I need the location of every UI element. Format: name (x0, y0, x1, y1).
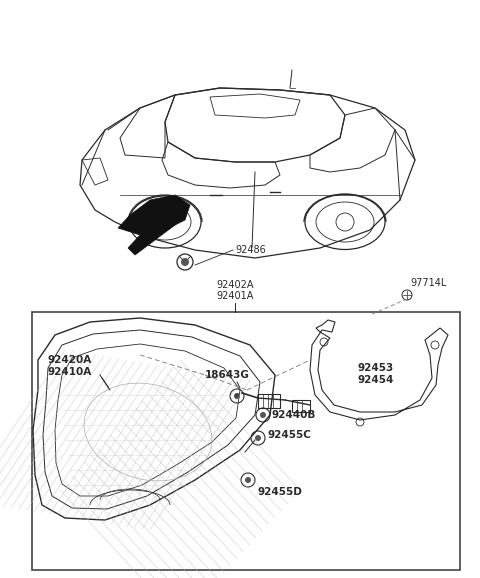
Text: 92402A: 92402A (216, 280, 254, 290)
Text: 92440B: 92440B (272, 410, 316, 420)
Bar (258, 394, 280, 408)
Text: 92420A: 92420A (48, 355, 92, 365)
Bar (292, 400, 310, 412)
Circle shape (234, 393, 240, 399)
Circle shape (245, 477, 251, 483)
Text: 92453: 92453 (358, 363, 394, 373)
Text: 97714L: 97714L (410, 278, 446, 288)
Text: 92486: 92486 (235, 245, 266, 255)
Text: 92454: 92454 (358, 375, 395, 385)
Text: 92455D: 92455D (258, 487, 303, 497)
Text: 92455C: 92455C (268, 430, 312, 440)
Text: 92401A: 92401A (216, 291, 254, 301)
Bar (32, 312, 460, 570)
Text: 18643G: 18643G (205, 370, 250, 380)
Text: 92410A: 92410A (48, 367, 92, 377)
Circle shape (181, 258, 189, 266)
Circle shape (255, 435, 261, 441)
Polygon shape (118, 195, 190, 235)
Polygon shape (128, 195, 185, 255)
Circle shape (260, 412, 266, 418)
